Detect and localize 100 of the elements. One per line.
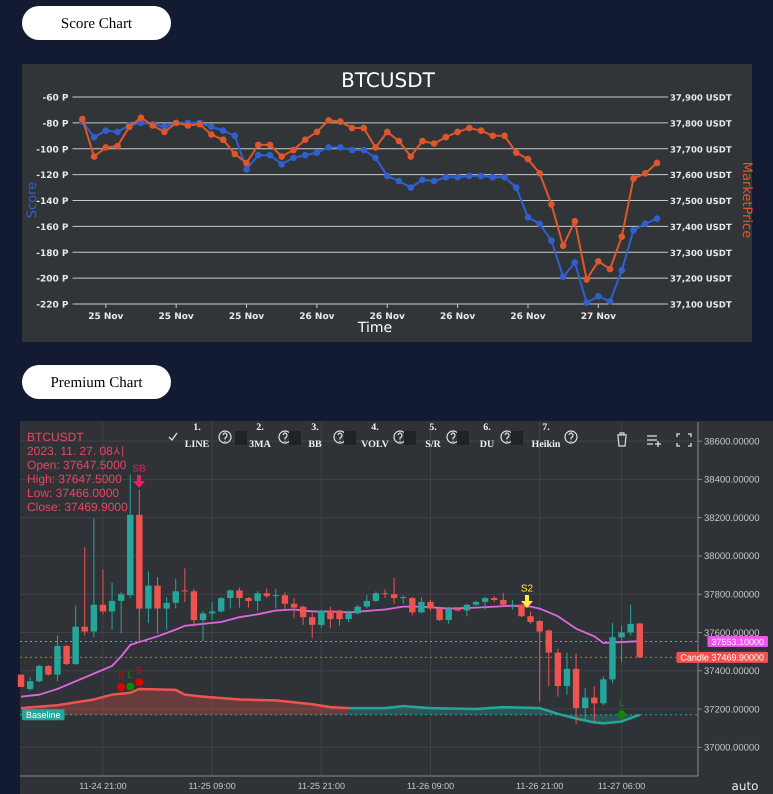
point <box>135 678 144 686</box>
candlestick <box>482 596 488 610</box>
annotation: S <box>118 670 125 682</box>
y2-tick-label: 37,800 USDT <box>670 119 732 130</box>
y2-tick-label: 37,900 USDT <box>670 94 732 104</box>
y-tick-label: -140 P <box>36 197 69 207</box>
candlestick <box>364 594 370 610</box>
point <box>90 153 98 160</box>
annotation: L <box>127 670 134 681</box>
annotation: Close: 37469.9000 <box>27 500 128 514</box>
candlestick <box>600 676 607 706</box>
annotation: 2023. 11. 27. 08시 <box>27 444 125 458</box>
candlestick <box>100 568 106 615</box>
candlestick <box>327 606 334 628</box>
point <box>595 292 602 300</box>
point <box>478 127 484 134</box>
point <box>654 160 660 166</box>
y-tick-label: -120 P <box>36 171 69 182</box>
point <box>407 153 414 160</box>
candlestick <box>309 612 316 639</box>
point <box>266 142 274 148</box>
candlestick <box>318 609 325 628</box>
x-axis-title: Time <box>356 320 392 336</box>
candlestick <box>245 596 252 608</box>
point <box>314 128 320 136</box>
point <box>419 176 426 184</box>
x-tick-label: 26 Nov <box>299 312 335 322</box>
annotation: 3. BB <box>308 422 322 450</box>
point <box>642 220 649 228</box>
point <box>583 276 590 283</box>
annotation: 6. DU <box>480 422 494 450</box>
y-tick-label: -220 P <box>36 300 69 310</box>
point <box>548 201 555 208</box>
point <box>302 136 308 143</box>
point <box>278 160 286 168</box>
point <box>337 118 344 125</box>
y-tick-label: 37800.00000 <box>704 590 760 601</box>
annotation: 4. VOLV <box>361 422 390 450</box>
candlestick <box>26 676 34 692</box>
point <box>606 298 614 305</box>
text: Score Chart <box>60 16 133 32</box>
text: auto <box>731 779 759 793</box>
point <box>642 170 649 177</box>
point <box>208 131 215 138</box>
point <box>208 123 215 130</box>
annotation: High: 37647.5000 <box>27 472 122 486</box>
candlestick <box>372 590 380 602</box>
y-tick-label: -180 P <box>36 248 69 259</box>
annotation: 2. 3MA <box>249 422 272 450</box>
point <box>384 172 391 180</box>
y-tick-label: -80 P <box>42 119 69 130</box>
annotation: L <box>618 698 625 709</box>
point <box>466 124 473 132</box>
y-tick-label: 38200.00000 <box>704 512 760 524</box>
candlestick <box>427 599 434 611</box>
point <box>654 215 660 222</box>
candlestick <box>118 592 124 634</box>
x-tick-label: 26 Nov <box>370 312 405 322</box>
point <box>548 237 555 244</box>
candlestick <box>436 606 443 622</box>
point <box>243 160 250 166</box>
point <box>454 174 461 181</box>
x-tick-label: 25 Nov <box>228 312 264 322</box>
y2-axis-title: MarketPrice <box>739 162 754 238</box>
annotation: BTCUSDT <box>27 430 84 444</box>
y2-tick-label: 37,500 USDT <box>670 197 732 207</box>
chart-title: BTCUSDT <box>341 68 436 92</box>
text: Premium Chart <box>50 375 144 391</box>
x-tick-label: 11-26 09:00 <box>406 781 454 791</box>
point <box>489 174 496 181</box>
candlestick <box>345 610 352 622</box>
point <box>618 233 626 240</box>
x-tick-label: 25 Nov <box>158 312 194 322</box>
y2-tick-label: 37,100 USDT <box>670 300 732 310</box>
annotation: Low: 37466.0000 <box>27 486 120 500</box>
x-tick-label: 11-26 21:00 <box>516 781 564 791</box>
y2-tick-label: 37,200 USDT <box>670 274 732 285</box>
point <box>560 242 566 250</box>
candlestick <box>145 570 152 624</box>
point <box>278 153 286 160</box>
candlestick <box>527 610 534 624</box>
annotation: SB <box>132 464 146 474</box>
point <box>232 132 238 140</box>
x-tick-label: 11-24 21:00 <box>79 781 127 791</box>
y-tick-label: -200 P <box>36 274 69 285</box>
ref-line-label: Candle 37469.90000 <box>680 652 764 663</box>
point <box>618 267 626 274</box>
point <box>396 178 402 184</box>
point <box>560 274 566 280</box>
candlestick <box>518 603 525 618</box>
candlestick <box>500 592 506 606</box>
candlestick <box>445 606 452 624</box>
candlestick <box>163 596 170 630</box>
annotation: Open: 37647.5000 <box>27 458 127 472</box>
y-tick-label: 38400.00000 <box>704 474 760 486</box>
point <box>524 214 532 221</box>
candlestick <box>182 568 188 602</box>
point <box>102 144 110 151</box>
point <box>478 172 484 180</box>
x-tick-label: 25 Nov <box>88 312 124 322</box>
